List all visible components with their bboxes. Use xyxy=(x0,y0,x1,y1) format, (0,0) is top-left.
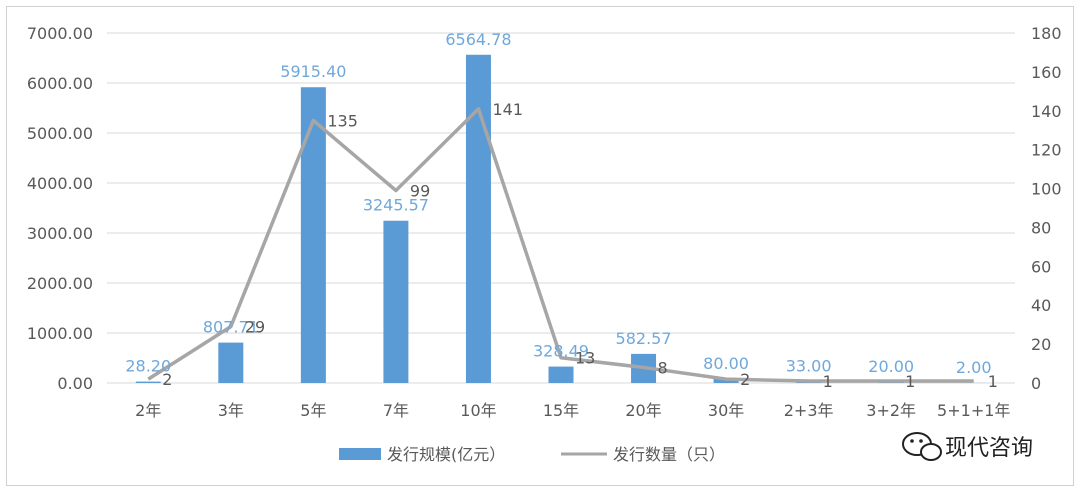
line-series xyxy=(147,107,974,383)
line-data-label: 29 xyxy=(245,318,265,337)
line-data-label: 2 xyxy=(740,370,750,389)
bar-data-label: 582.57 xyxy=(616,329,672,348)
bar-data-label: 328.49 xyxy=(533,342,589,361)
x-category-label: 3+2年 xyxy=(866,401,916,420)
legend-bar-label: 发行规模(亿元） xyxy=(387,445,505,464)
bar-data-label: 33.00 xyxy=(786,356,832,375)
bar-data-label: 2.00 xyxy=(956,358,992,377)
y-right-tick-label: 100 xyxy=(1031,180,1062,199)
y-right-tick-label: 120 xyxy=(1031,141,1062,160)
bar-data-label: 20.00 xyxy=(868,357,914,376)
bar xyxy=(300,87,326,383)
y-right-tick-label: 40 xyxy=(1031,296,1051,315)
legend-bar-swatch xyxy=(339,448,381,460)
line-data-label: 2 xyxy=(162,370,172,389)
bar-data-label: 28.20 xyxy=(125,357,171,376)
y-left-tick-label: 5000.00 xyxy=(27,124,93,143)
bar-data-label: 6564.78 xyxy=(445,30,511,49)
line-data-label: 1 xyxy=(823,372,833,391)
x-category-label: 10年 xyxy=(460,401,496,420)
y-left-tick-label: 4000.00 xyxy=(27,174,93,193)
x-category-label: 2年 xyxy=(135,401,161,420)
y-left-tick-label: 7000.00 xyxy=(27,24,93,43)
legend-line-label: 发行数量（只） xyxy=(613,445,725,464)
y-left-tick-label: 0.00 xyxy=(57,374,93,393)
x-category-label: 20年 xyxy=(625,401,661,420)
combo-chart: 0.00 1000.00 2000.00 3000.00 4000.00 5000.00 6… xyxy=(27,24,1062,464)
y-left-tick-label: 3000.00 xyxy=(27,224,93,243)
bar xyxy=(465,54,491,384)
x-category-label: 15年 xyxy=(543,401,579,420)
y-left-tick-label: 6000.00 xyxy=(27,74,93,93)
line-data-label: 141 xyxy=(492,100,523,119)
bar-data-label: 80.00 xyxy=(703,354,749,373)
x-category-label: 5年 xyxy=(300,401,326,420)
wechat-icon xyxy=(902,432,942,461)
line-data-label: 8 xyxy=(658,358,668,377)
line-data-label: 99 xyxy=(410,182,430,201)
bar xyxy=(713,379,739,383)
y-right-tick-label: 80 xyxy=(1031,218,1051,237)
line-data-label: 135 xyxy=(327,112,358,131)
bar xyxy=(135,381,161,383)
y-left-tick-label: 1000.00 xyxy=(27,324,93,343)
x-category-label: 5+1+1年 xyxy=(937,401,1010,420)
y-right-tick-label: 160 xyxy=(1031,63,1062,82)
x-category-label: 7年 xyxy=(383,401,409,420)
x-category-label: 2+3年 xyxy=(784,401,834,420)
bar xyxy=(218,342,244,383)
y-right-tick-label: 0 xyxy=(1031,374,1041,393)
y-right-tick-label: 140 xyxy=(1031,102,1062,121)
bar xyxy=(548,366,574,383)
bar xyxy=(383,220,409,383)
line-data-label: 13 xyxy=(575,349,595,368)
line-data-label: 1 xyxy=(905,372,915,391)
y-right-tick-label: 20 xyxy=(1031,335,1051,354)
watermark: 现代咨询 xyxy=(902,432,1033,461)
y-right-tick-label: 60 xyxy=(1031,257,1051,276)
x-category-label: 3年 xyxy=(218,401,244,420)
x-category-label: 30年 xyxy=(708,401,744,420)
bar-data-label: 807.71 xyxy=(203,318,259,337)
y-left-tick-label: 2000.00 xyxy=(27,274,93,293)
chart-frame: 0.00 1000.00 2000.00 3000.00 4000.00 5000.00 6… xyxy=(6,6,1074,486)
bar-data-label: 5915.40 xyxy=(280,62,346,81)
bar-data-label: 3245.57 xyxy=(363,196,429,215)
watermark-text: 现代咨询 xyxy=(945,436,1033,461)
line-data-label: 1 xyxy=(988,372,998,391)
y-right-tick-label: 180 xyxy=(1031,24,1062,43)
